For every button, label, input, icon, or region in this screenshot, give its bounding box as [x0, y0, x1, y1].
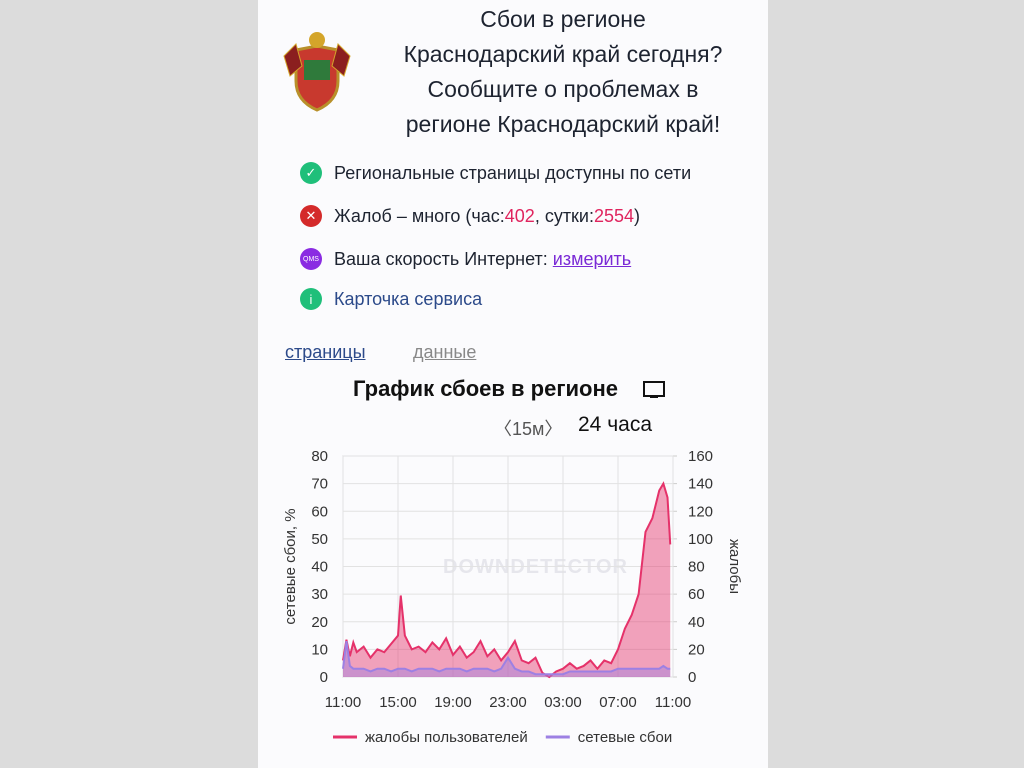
- status-text: Жалоб – много (час:: [334, 205, 505, 226]
- status-row: ✓ Региональные страницы доступны по сети: [300, 162, 691, 184]
- x-tick-label: 07:00: [599, 694, 637, 711]
- chart: DOWNDETECTOR0102030405060708002040608010…: [282, 448, 743, 746]
- title-line: Сбои в регионе: [480, 6, 646, 32]
- control[interactable]: 24 часа: [578, 413, 652, 436]
- status-text: , сутки:: [534, 205, 594, 226]
- y2-tick-label: 80: [688, 559, 705, 576]
- y-tick-label: 70: [311, 476, 328, 493]
- title-line: Сообщите о проблемах в: [427, 76, 699, 102]
- tab[interactable]: страницы: [285, 342, 366, 362]
- y-tick-label: 0: [320, 669, 328, 686]
- status-text: Региональные страницы доступны по сети: [334, 162, 692, 183]
- link[interactable]: измерить: [552, 248, 632, 269]
- line: [342, 481, 672, 679]
- y2-tick-label: 20: [688, 641, 705, 658]
- legend-label: жалобы пользователей: [365, 729, 528, 746]
- x-tick-label: 19:00: [434, 694, 472, 711]
- legend-label: сетевые сбои: [578, 729, 672, 746]
- panel: Сбои в регионе Краснодарский край сегодня…: [258, 0, 768, 768]
- y2-tick-label: 40: [688, 614, 705, 631]
- y2-tick-label: 60: [688, 586, 705, 603]
- y2-tick-label: 160: [688, 448, 713, 465]
- x-tick-label: 11:00: [325, 694, 361, 711]
- chart-heading: График сбоев в регионе: [353, 376, 619, 401]
- count: 402: [504, 205, 535, 226]
- title: Сбои в регионе Краснодарский край сегодня…: [368, 2, 758, 142]
- y-tick-label: 20: [311, 614, 328, 631]
- status-row: ✕ Жалоб – много (час: 402, сутки: 2554): [300, 205, 640, 227]
- coat-of-arms: [283, 32, 351, 112]
- status-row: QMS Ваша скорость Интернет: измерить: [300, 248, 631, 270]
- status-text: ): [634, 205, 641, 226]
- x-tick-label: 15:00: [379, 694, 417, 711]
- icon: QMS: [300, 248, 322, 270]
- count: 2554: [594, 205, 635, 226]
- y-tick-label: 60: [311, 503, 328, 520]
- y2-axis-label: жалобы: [726, 539, 743, 594]
- y2-tick-label: 120: [688, 503, 713, 520]
- link[interactable]: Карточка сервиса: [334, 288, 483, 309]
- x-tick-label: 11:00: [655, 694, 691, 711]
- x-tick-label: 03:00: [544, 694, 582, 711]
- y-tick-label: 30: [311, 586, 328, 603]
- tab[interactable]: данные: [413, 342, 477, 362]
- y-tick-label: 80: [311, 448, 328, 465]
- y-tick-label: 50: [311, 531, 328, 548]
- y-tick-label: 40: [311, 559, 328, 576]
- status-text: Ваша скорость Интернет:: [334, 248, 548, 269]
- control[interactable]: 〈15м〉: [494, 419, 563, 439]
- x-tick-label: 23:00: [489, 694, 527, 711]
- area: [343, 641, 671, 677]
- area: [343, 483, 671, 677]
- title-line: регионе Краснодарский край!: [405, 111, 721, 137]
- y2-tick-label: 100: [688, 531, 713, 548]
- y-axis-label: сетевые сбои, %: [282, 508, 299, 624]
- y2-tick-label: 140: [688, 476, 713, 493]
- monitor-icon: [643, 381, 665, 398]
- status-row: i Карточка сервиса: [300, 288, 482, 310]
- y2-tick-label: 0: [688, 669, 696, 686]
- title-line: Краснодарский край сегодня?: [403, 41, 723, 67]
- line: [342, 640, 671, 676]
- y-tick-label: 10: [311, 641, 328, 658]
